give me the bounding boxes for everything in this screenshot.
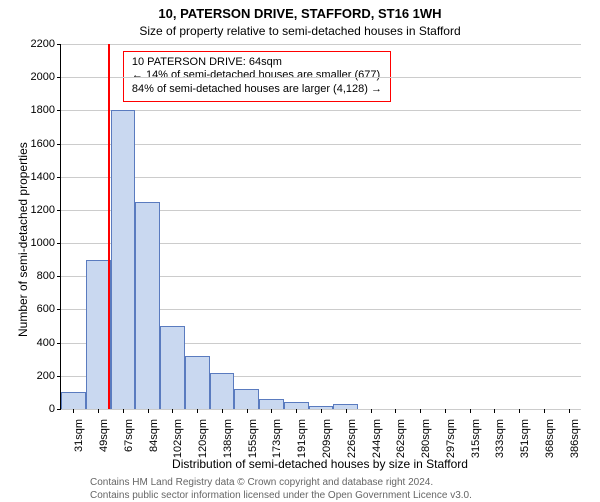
x-tick-label: 84sqm — [148, 415, 160, 452]
x-tick-label: 351sqm — [519, 415, 531, 458]
gridline — [61, 177, 581, 178]
x-tick-label: 386sqm — [569, 415, 581, 458]
x-tick-label: 102sqm — [172, 415, 184, 458]
x-tick-label: 138sqm — [222, 415, 234, 458]
y-tick-label: 1600 — [31, 138, 61, 150]
chart-container: 10, PATERSON DRIVE, STAFFORD, ST16 1WH S… — [0, 0, 600, 500]
x-tick-label: 333sqm — [494, 415, 506, 458]
y-tick-label: 200 — [37, 370, 61, 382]
y-tick-label: 400 — [37, 337, 61, 349]
histogram-bar — [259, 399, 284, 409]
histogram-bar — [111, 110, 136, 409]
plot-area: 10 PATERSON DRIVE: 64sqm ← 14% of semi-d… — [60, 44, 581, 410]
y-tick-label: 600 — [37, 303, 61, 315]
y-axis-label: Number of semi-detached properties — [16, 142, 30, 337]
histogram-bar — [61, 392, 86, 409]
x-tick-label: 280sqm — [420, 415, 432, 458]
x-tick-label: 226sqm — [346, 415, 358, 458]
x-tick-label: 120sqm — [197, 415, 209, 458]
y-tick-label: 800 — [37, 270, 61, 282]
y-tick-label: 2200 — [31, 38, 61, 50]
marker-line — [108, 44, 110, 409]
x-tick-label: 297sqm — [445, 415, 457, 458]
y-tick-label: 1400 — [31, 171, 61, 183]
y-tick-label: 0 — [49, 403, 61, 415]
histogram-bar — [160, 326, 185, 409]
histogram-bar — [185, 356, 210, 409]
y-tick-label: 2000 — [31, 71, 61, 83]
y-tick-label: 1000 — [31, 237, 61, 249]
footer-line-1: Contains HM Land Registry data © Crown c… — [90, 477, 472, 490]
x-tick-label: 155sqm — [247, 415, 259, 458]
gridline — [61, 110, 581, 111]
x-tick-label: 209sqm — [321, 415, 333, 458]
chart-subtitle: Size of property relative to semi-detach… — [0, 24, 600, 38]
gridline — [61, 144, 581, 145]
footer-attribution: Contains HM Land Registry data © Crown c… — [90, 477, 472, 502]
x-tick-label: 49sqm — [98, 415, 110, 452]
x-tick-label: 368sqm — [544, 415, 556, 458]
x-tick-label: 31sqm — [73, 415, 85, 452]
x-axis-label: Distribution of semi-detached houses by … — [60, 457, 580, 471]
histogram-bar — [135, 202, 160, 409]
histogram-bar — [284, 402, 309, 409]
histogram-bar — [234, 389, 259, 409]
chart-title: 10, PATERSON DRIVE, STAFFORD, ST16 1WH — [0, 6, 600, 21]
footer-line-2: Contains public sector information licen… — [90, 490, 472, 502]
histogram-bar — [86, 260, 111, 409]
x-tick-label: 315sqm — [470, 415, 482, 458]
gridline — [61, 77, 581, 78]
x-tick-label: 262sqm — [395, 415, 407, 458]
annotation-line-1: 10 PATERSON DRIVE: 64sqm — [132, 56, 382, 70]
y-tick-label: 1800 — [31, 104, 61, 116]
gridline — [61, 44, 581, 45]
histogram-bar — [210, 373, 235, 410]
annotation-line-3: 84% of semi-detached houses are larger (… — [132, 83, 382, 97]
y-tick-label: 1200 — [31, 204, 61, 216]
x-tick-label: 244sqm — [371, 415, 383, 458]
x-tick-label: 67sqm — [123, 415, 135, 452]
x-tick-label: 191sqm — [296, 415, 308, 458]
x-tick-label: 173sqm — [271, 415, 283, 458]
